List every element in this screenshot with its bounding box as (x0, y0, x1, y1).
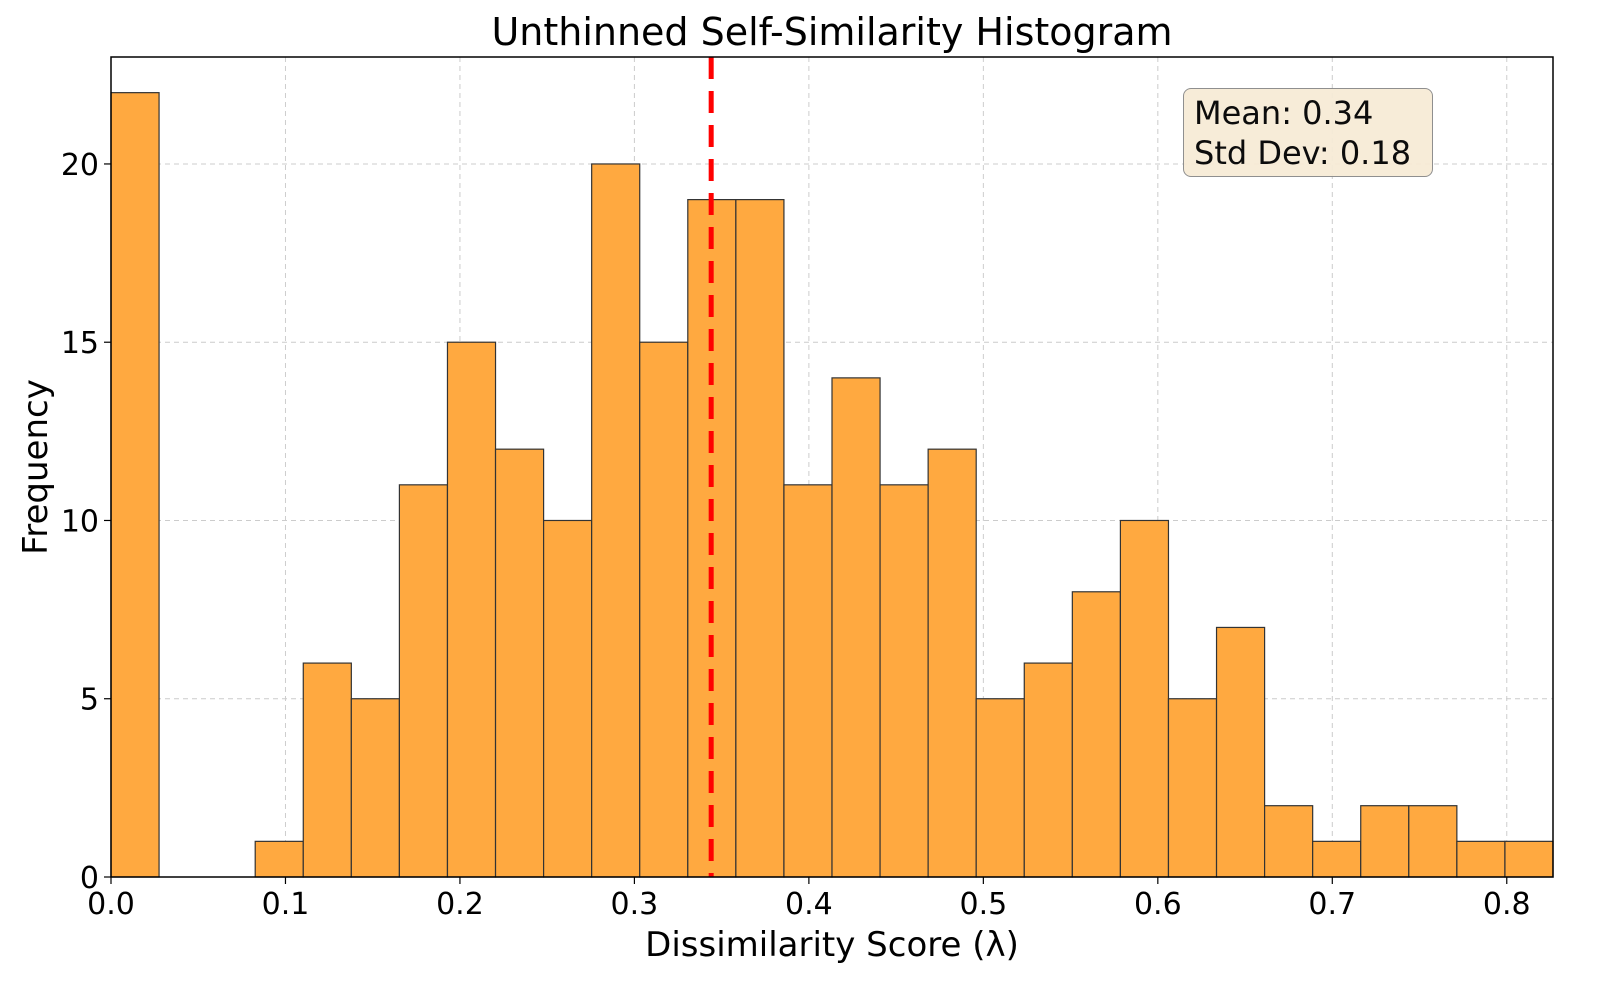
stats-annotation: Mean: 0.34 Std Dev: 0.18 (1183, 88, 1433, 177)
histogram-bar (1360, 805, 1410, 878)
histogram-bar (494, 448, 545, 878)
mean-text: Mean: 0.34 (1194, 94, 1374, 132)
x-tick-label: 0.8 (1483, 887, 1531, 922)
histogram-bar (110, 92, 160, 878)
histogram-bar (831, 377, 881, 878)
histogram-bar (1408, 805, 1458, 878)
histogram-bar (1504, 840, 1554, 878)
x-axis-ticks: 0.0 0.1 0.2 0.3 0.4 0.5 0.6 0.7 0.8 (87, 877, 1531, 922)
histogram-bar (1119, 519, 1170, 878)
x-tick-label: 0.4 (785, 887, 833, 922)
histogram-bar (398, 484, 449, 878)
x-tick-label: 0.7 (1308, 887, 1356, 922)
x-tick-label: 0.2 (436, 887, 484, 922)
std-dev-text: Std Dev: 0.18 (1194, 134, 1412, 172)
histogram-bar (975, 698, 1025, 878)
y-tick-label: 10 (61, 504, 99, 539)
x-axis-label: Dissimilarity Score (λ) (645, 925, 1019, 965)
histogram-bar (1023, 662, 1073, 878)
histogram-bar (302, 662, 352, 878)
x-tick-label: 0.0 (87, 887, 135, 922)
histogram-bars (110, 92, 1554, 878)
x-tick-label: 0.5 (959, 887, 1007, 922)
chart-title: Unthinned Self-Similarity Histogram (491, 10, 1173, 54)
histogram-bar (1215, 626, 1266, 878)
histogram-bar (591, 163, 641, 878)
y-tick-label: 15 (61, 326, 99, 361)
histogram-bar (350, 698, 401, 878)
x-tick-label: 0.1 (262, 887, 310, 922)
histogram-bar (1312, 840, 1362, 878)
histogram-bar (783, 484, 833, 878)
y-axis-ticks: 0 5 10 15 20 (61, 148, 111, 896)
histogram-bar (254, 840, 304, 878)
histogram-bar (639, 341, 689, 878)
histogram-bar (927, 448, 977, 878)
y-tick-label: 0 (80, 861, 99, 896)
x-tick-label: 0.3 (611, 887, 659, 922)
histogram-bar (1071, 591, 1122, 878)
y-axis-label: Frequency (16, 379, 56, 555)
histogram-bar (735, 199, 785, 878)
histogram-bar (1167, 698, 1218, 878)
histogram-bar (1456, 840, 1506, 878)
x-tick-label: 0.6 (1134, 887, 1182, 922)
y-tick-label: 5 (80, 683, 99, 718)
histogram-bar (879, 484, 929, 878)
histogram-bar (542, 519, 593, 878)
histogram-bar (1263, 805, 1314, 878)
histogram-bar (446, 341, 497, 878)
y-tick-label: 20 (61, 148, 99, 183)
plot-frame (110, 56, 1554, 878)
